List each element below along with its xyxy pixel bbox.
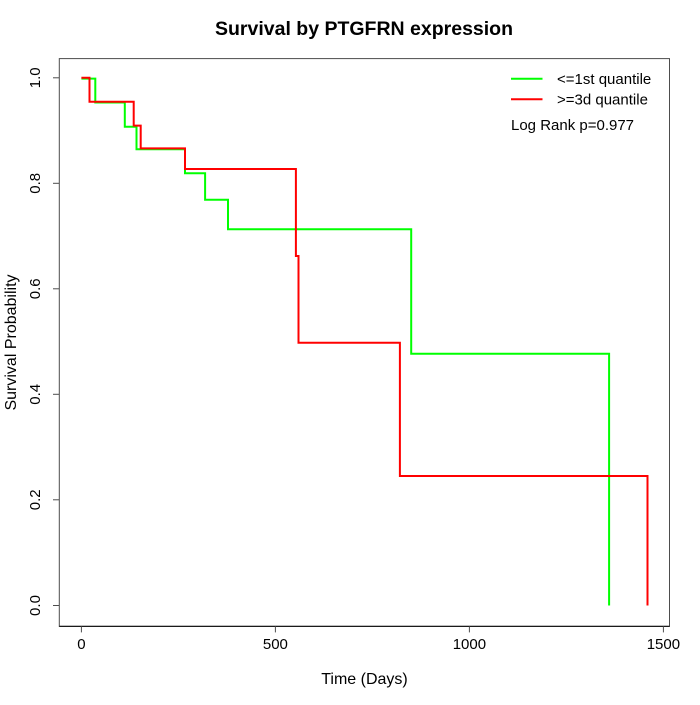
svg-text:500: 500 [263, 636, 288, 653]
svg-text:0.4: 0.4 [27, 384, 44, 405]
svg-text:0.8: 0.8 [27, 173, 44, 194]
svg-text:0.6: 0.6 [27, 278, 44, 299]
svg-text:0.0: 0.0 [27, 595, 44, 616]
svg-text:1.0: 1.0 [27, 67, 44, 88]
svg-text:<=1st quantile: <=1st quantile [557, 71, 651, 88]
svg-text:1500: 1500 [647, 636, 680, 653]
svg-text:>=3d quantile: >=3d quantile [557, 92, 648, 109]
svg-text:0: 0 [77, 636, 85, 653]
svg-text:Survival Probability: Survival Probability [3, 274, 20, 410]
svg-text:Survival by PTGFRN expression: Survival by PTGFRN expression [215, 18, 513, 40]
svg-text:1000: 1000 [453, 636, 486, 653]
svg-text:Time (Days): Time (Days) [321, 671, 408, 688]
svg-text:0.2: 0.2 [27, 489, 44, 510]
svg-text:Log Rank p=0.977: Log Rank p=0.977 [511, 117, 634, 134]
